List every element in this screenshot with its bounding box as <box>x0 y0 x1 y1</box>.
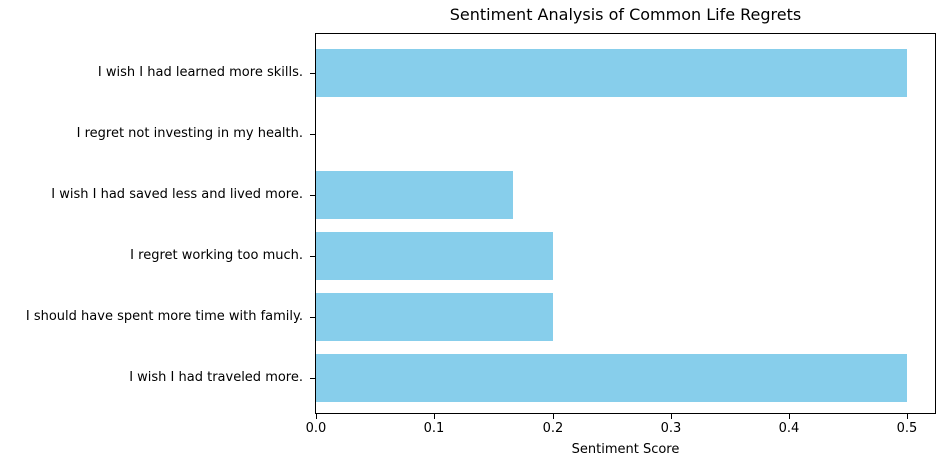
plot-area <box>315 33 936 414</box>
x-tick-mark <box>907 414 908 419</box>
x-tick-mark <box>671 414 672 419</box>
bar-4 <box>316 293 553 341</box>
bar-2 <box>316 171 513 219</box>
y-tick-mark <box>310 256 315 257</box>
x-tick-label: 0.1 <box>423 421 445 436</box>
y-tick-mark <box>310 73 315 74</box>
y-tick-label: I wish I had saved less and lived more. <box>51 187 303 202</box>
x-tick-label: 0.2 <box>542 421 564 436</box>
y-tick-mark <box>310 378 315 379</box>
y-tick-label: I regret working too much. <box>130 248 303 263</box>
y-tick-label: I wish I had traveled more. <box>129 370 303 385</box>
x-tick-mark <box>434 414 435 419</box>
y-tick-label: I regret not investing in my health. <box>76 126 303 141</box>
chart-title: Sentiment Analysis of Common Life Regret… <box>449 5 802 24</box>
y-tick-label: I should have spent more time with famil… <box>25 309 303 324</box>
y-tick-label: I wish I had learned more skills. <box>97 65 303 80</box>
y-tick-mark <box>310 195 315 196</box>
x-tick-mark <box>553 414 554 419</box>
y-tick-mark <box>310 317 315 318</box>
x-tick-label: 0.5 <box>896 421 918 436</box>
x-tick-label: 0.3 <box>660 421 682 436</box>
x-tick-mark <box>789 414 790 419</box>
bar-5 <box>316 354 907 402</box>
x-axis-label: Sentiment Score <box>571 442 680 457</box>
x-tick-label: 0.4 <box>778 421 800 436</box>
x-tick-mark <box>316 414 317 419</box>
y-tick-mark <box>310 134 315 135</box>
bar-0 <box>316 49 907 97</box>
bar-3 <box>316 232 553 280</box>
x-tick-label: 0.0 <box>305 421 327 436</box>
